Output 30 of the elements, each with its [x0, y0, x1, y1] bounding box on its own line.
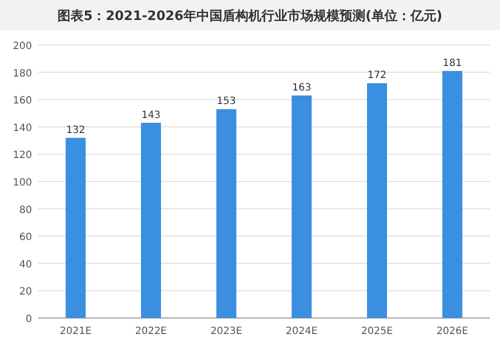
y-tick-label: 100	[12, 178, 32, 188]
y-tick-label: 180	[12, 68, 32, 80]
y-tick-label: 160	[12, 96, 32, 107]
bar	[216, 109, 236, 318]
x-tick-label: 2025E	[361, 326, 393, 337]
y-tick-label: 0	[26, 314, 32, 325]
x-tick-label: 2021E	[60, 326, 92, 337]
data-label: 163	[292, 82, 312, 94]
y-tick-label: 40	[19, 259, 32, 270]
y-tick-label: 120	[12, 150, 32, 162]
y-tick-label: 140	[12, 122, 32, 134]
chart-title: 图表5：2021-2026年中国盾构机行业市场规模预测(单位：亿元)	[58, 8, 442, 24]
x-tick-label: 2023E	[210, 326, 242, 337]
data-label: 132	[66, 124, 86, 136]
y-tick-label: 80	[19, 204, 32, 216]
bar	[367, 83, 387, 318]
data-label: 181	[442, 58, 462, 69]
data-label: 143	[141, 110, 161, 121]
x-tick-label: 2024E	[286, 326, 318, 337]
x-tick-label: 2026E	[436, 326, 468, 337]
bar	[66, 138, 86, 318]
data-label: 153	[216, 96, 236, 108]
bar	[141, 122, 161, 318]
data-label: 172	[367, 70, 387, 82]
bar	[442, 70, 462, 318]
y-tick-label: 200	[12, 41, 32, 52]
y-tick-label: 20	[19, 286, 32, 298]
bar	[292, 96, 312, 318]
y-tick-label: 60	[19, 232, 32, 244]
x-tick-label: 2022E	[135, 326, 167, 337]
